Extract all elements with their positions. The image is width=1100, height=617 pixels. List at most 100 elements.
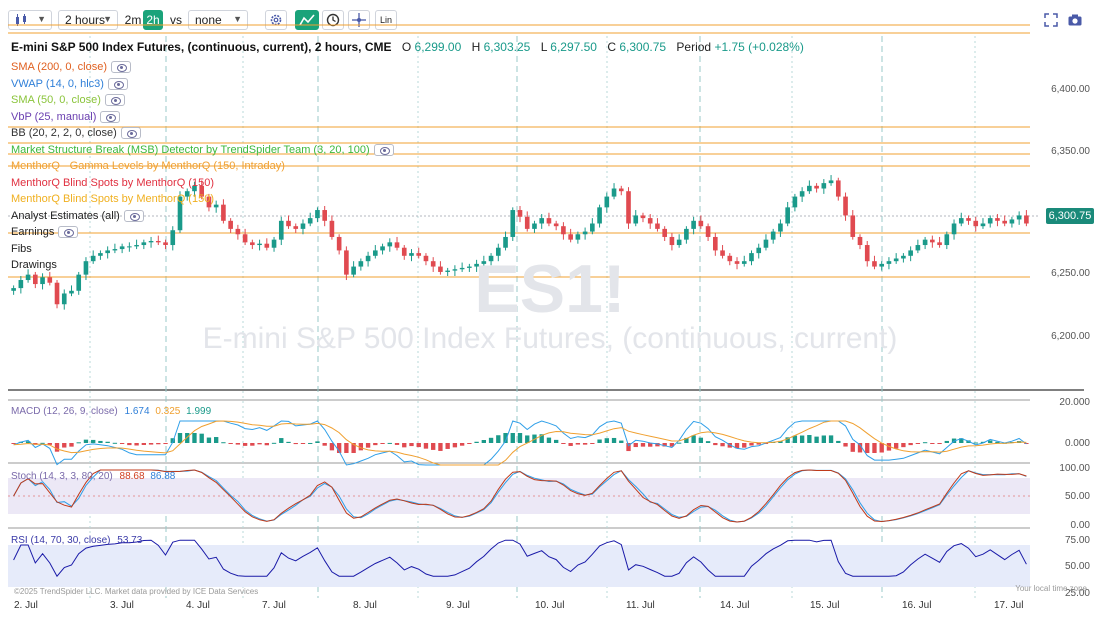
candle-body [937,242,942,246]
candle-body [590,223,595,232]
price-candles [11,175,1029,310]
visibility-eye-icon[interactable] [373,143,394,156]
candle-body [799,191,805,197]
macd-histogram-bar [83,439,89,443]
legend-item[interactable]: Market Structure Break (MSB) Detector by… [11,143,394,156]
price-tick: 6,350.00 [1051,146,1090,157]
interval-2m-button[interactable]: 2m [124,13,142,27]
candle-body [561,226,566,235]
macd-histogram-bar [669,443,675,447]
candle-body [47,277,53,283]
legend-item[interactable]: VWAP (14, 0, hlc3) [11,77,128,90]
macd-histogram-bar [308,442,313,444]
macd-histogram-bar [11,443,16,444]
candle-body [322,210,327,221]
candle-body [618,188,624,192]
candle-body [250,242,255,246]
candle-body [922,239,928,246]
legend-item[interactable]: Earnings [11,226,79,238]
legend-item[interactable]: MenthorQ Blind Spots by MenthorQ (150) [11,177,214,189]
candle-body [373,250,378,256]
macd-histogram-bar [221,442,226,444]
legend-item[interactable]: SMA (200, 0, close) [11,61,131,73]
candle-body [481,261,487,264]
candle-body [626,191,631,224]
stoch-tick: 0.00 [1070,520,1090,531]
current-price-tag: 6,300.75 [1046,208,1094,224]
macd-histogram-bar [105,441,110,443]
candle-body [163,242,168,246]
candle-body [532,223,537,229]
macd-legend: MACD (12, 26, 9, close) 1.674 0.325 1.99… [11,406,211,417]
candle-body [951,223,957,235]
legend-item[interactable]: Analyst Estimates (all) [11,209,144,222]
candle-body [271,239,277,248]
legend-item-label: Fibs [11,242,32,255]
macd-histogram-bar [206,437,212,443]
legend-item[interactable]: BB (20, 2, 2, 0, close) [11,127,141,139]
screenshot-button[interactable] [1064,10,1086,30]
time-tick-label: 17. Jul [994,600,1024,611]
legend-item[interactable]: Fibs [11,243,32,255]
macd-histogram-bar [69,443,74,447]
visibility-eye-icon[interactable] [104,94,125,106]
macd-histogram-bar [271,442,277,444]
macd-histogram-bar [496,435,501,443]
candle-body [633,215,639,224]
macd-histogram-bar [821,435,826,443]
macd-histogram-bar [850,443,855,452]
visibility-eye-icon[interactable] [100,110,121,123]
legend-item[interactable]: VbP (25, manual) [11,110,121,123]
candle-body [524,216,530,229]
macd-histogram-bar [279,438,284,443]
candle-body [980,223,986,227]
legend-item[interactable]: MenthorQ - Gamma Levels by MenthorQ (150… [11,160,285,172]
candle-body [336,236,342,251]
candle-body [604,196,610,208]
macd-histogram-bar [756,443,761,445]
fullscreen-button[interactable] [1040,10,1062,30]
macd-tick: 0.000 [1064,438,1090,449]
legend-item[interactable]: SMA (50, 0, close) [11,94,125,106]
candle-body [713,236,718,251]
timezone-note[interactable]: Your local time zone [1015,584,1087,593]
legend-item[interactable]: MenthorQ Blind Spots by MenthorQ (150) [11,193,214,205]
legend-item[interactable]: Drawings [11,259,57,271]
macd-histogram-bar [315,441,320,443]
time-tick-label: 15. Jul [810,600,840,611]
candle-body [300,223,306,229]
macd-histogram-bar [879,443,884,453]
macd-histogram-bar [387,442,392,444]
visibility-eye-icon[interactable] [107,77,128,90]
candle-body [1009,219,1015,224]
macd-histogram-bar [604,438,609,443]
macd-histogram-bar [163,443,168,445]
macd-histogram-bar [749,443,754,446]
macd-histogram-bar [995,441,1000,443]
chevron-down-icon: ▼ [233,14,242,24]
macd-histogram-bar [894,443,899,449]
candle-body [134,245,139,247]
macd-histogram-bar [156,443,161,445]
time-tick-label: 4. Jul [186,600,210,611]
macd-histogram-bar [141,443,146,445]
macd-histogram-bar [459,443,465,446]
visibility-eye-icon[interactable] [58,226,79,238]
candle-body [119,246,125,250]
macd-histogram-bar [423,443,429,449]
visibility-eye-icon[interactable] [123,209,144,222]
visibility-eye-icon[interactable] [120,127,141,139]
macd-histogram-bar [127,443,132,446]
camera-icon [1068,14,1082,26]
time-tick-label: 11. Jul [626,600,655,611]
macd-histogram-bar [228,443,233,444]
candle-body [141,242,147,246]
candle-body [105,250,110,254]
candle-body [459,267,465,270]
macd-histogram-bar [720,443,725,447]
visibility-eye-icon[interactable] [111,61,131,73]
candle-body [770,231,776,240]
macd-histogram-bar [474,441,479,443]
rsi-pane [8,539,1030,587]
